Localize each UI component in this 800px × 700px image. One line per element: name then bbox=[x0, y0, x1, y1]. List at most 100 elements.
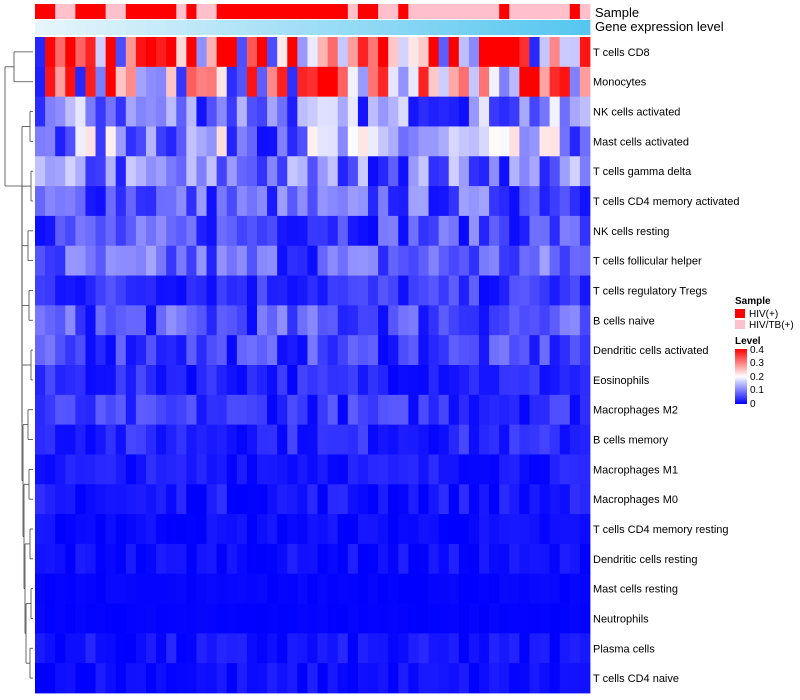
heatmap-cell bbox=[65, 394, 76, 426]
heatmap-cell bbox=[75, 275, 86, 306]
heatmap-cell bbox=[115, 365, 127, 396]
heatmap-cell bbox=[146, 245, 157, 276]
heatmap-cell bbox=[579, 305, 591, 336]
heatmap-cell bbox=[105, 603, 117, 634]
heatmap-cell bbox=[529, 335, 540, 366]
gene-level-annotation-cell bbox=[95, 20, 107, 35]
heatmap-cell bbox=[75, 663, 86, 694]
heatmap-cell bbox=[327, 66, 339, 98]
heatmap-cell bbox=[125, 365, 137, 396]
heatmap-cell bbox=[267, 96, 278, 127]
heatmap-cell bbox=[65, 424, 76, 455]
heatmap-cell bbox=[378, 335, 389, 366]
heatmap-cell bbox=[559, 126, 571, 157]
gene-level-annotation-cell bbox=[277, 20, 288, 35]
heatmap-cell bbox=[559, 186, 571, 217]
heatmap-cell bbox=[388, 543, 399, 575]
heatmap-cell bbox=[297, 573, 308, 604]
heatmap-cell bbox=[156, 156, 167, 187]
heatmap-cell bbox=[65, 275, 76, 306]
heatmap-cell bbox=[489, 66, 500, 98]
heatmap-cell bbox=[499, 663, 510, 694]
heatmap-cell bbox=[519, 365, 530, 396]
heatmap-cell bbox=[257, 275, 268, 306]
heatmap-cell bbox=[166, 245, 177, 276]
heatmap-cell bbox=[529, 305, 540, 336]
heatmap-cell bbox=[226, 365, 238, 396]
heatmap-cell bbox=[196, 186, 207, 217]
heatmap-cell bbox=[75, 543, 86, 575]
heatmap-cell bbox=[489, 37, 500, 68]
heatmap-cell bbox=[448, 186, 460, 217]
heatmap-cell bbox=[368, 37, 379, 68]
heatmap-cell bbox=[559, 37, 571, 68]
heatmap-cell bbox=[357, 215, 369, 247]
heatmap-cell bbox=[176, 156, 187, 187]
heatmap-cell bbox=[226, 186, 238, 217]
heatmap-cell bbox=[327, 365, 339, 396]
heatmap-cell bbox=[357, 394, 369, 426]
heatmap-cell bbox=[559, 96, 571, 127]
heatmap-cell bbox=[468, 186, 480, 217]
heatmap-cell bbox=[156, 245, 167, 276]
heatmap-cell bbox=[206, 543, 218, 575]
heatmap-cell bbox=[216, 335, 228, 366]
heatmap-cell bbox=[246, 603, 258, 634]
heatmap-cell bbox=[408, 514, 419, 545]
heatmap-cell bbox=[125, 66, 137, 98]
heatmap-cell bbox=[135, 603, 147, 634]
heatmap-cell bbox=[216, 454, 228, 485]
heatmap-cell bbox=[418, 156, 429, 187]
heatmap-cell bbox=[408, 454, 419, 485]
heatmap-cell bbox=[418, 37, 429, 68]
heatmap-cell bbox=[45, 394, 56, 426]
gene-level-annotation-cell bbox=[206, 20, 218, 35]
heatmap-cell bbox=[368, 514, 379, 545]
heatmap-cell bbox=[176, 663, 187, 694]
heatmap-cell bbox=[85, 663, 96, 694]
heatmap-cell bbox=[357, 633, 369, 664]
heatmap-cell bbox=[65, 603, 76, 634]
heatmap-cell bbox=[337, 603, 349, 634]
heatmap-cell bbox=[35, 96, 46, 127]
heatmap-cell bbox=[297, 305, 308, 336]
heatmap-cell bbox=[156, 305, 167, 336]
heatmap-cell bbox=[267, 394, 278, 426]
heatmap-cell bbox=[499, 96, 510, 127]
heatmap-cell bbox=[307, 663, 318, 694]
heatmap-cell bbox=[408, 96, 419, 127]
heatmap-cell bbox=[287, 484, 298, 515]
heatmap-cell bbox=[408, 603, 419, 634]
heatmap-cell bbox=[579, 454, 591, 485]
heatmap-cell bbox=[226, 335, 238, 366]
row-label: T cells CD4 naive bbox=[593, 673, 679, 685]
heatmap-cell bbox=[428, 484, 440, 515]
heatmap-cell bbox=[75, 37, 86, 68]
heatmap-cell bbox=[267, 156, 278, 187]
heatmap-cell bbox=[277, 394, 288, 426]
heatmap-cell bbox=[579, 156, 591, 187]
heatmap-cell bbox=[307, 543, 318, 575]
heatmap-cell bbox=[438, 454, 450, 485]
heatmap-cell bbox=[408, 424, 419, 455]
heatmap-cell bbox=[468, 633, 480, 664]
heatmap-cell bbox=[569, 66, 581, 98]
heatmap-cell bbox=[35, 275, 46, 306]
heatmap-cell bbox=[458, 543, 470, 575]
heatmap-cell bbox=[246, 484, 258, 515]
heatmap-cell bbox=[246, 514, 258, 545]
heatmap-cell bbox=[479, 514, 490, 545]
heatmap-cell bbox=[115, 126, 127, 157]
heatmap-cell bbox=[95, 245, 107, 276]
heatmap-cell bbox=[277, 66, 288, 98]
row-dendrogram bbox=[4, 51, 33, 679]
heatmap-cell bbox=[75, 484, 86, 515]
heatmap-cell bbox=[408, 394, 419, 426]
heatmap-cell bbox=[438, 543, 450, 575]
heatmap-cell bbox=[539, 37, 551, 68]
heatmap-cell bbox=[115, 96, 127, 127]
heatmap-cell bbox=[55, 633, 66, 664]
heatmap-cell bbox=[176, 633, 187, 664]
heatmap-cell bbox=[509, 365, 520, 396]
heatmap-cell bbox=[246, 424, 258, 455]
